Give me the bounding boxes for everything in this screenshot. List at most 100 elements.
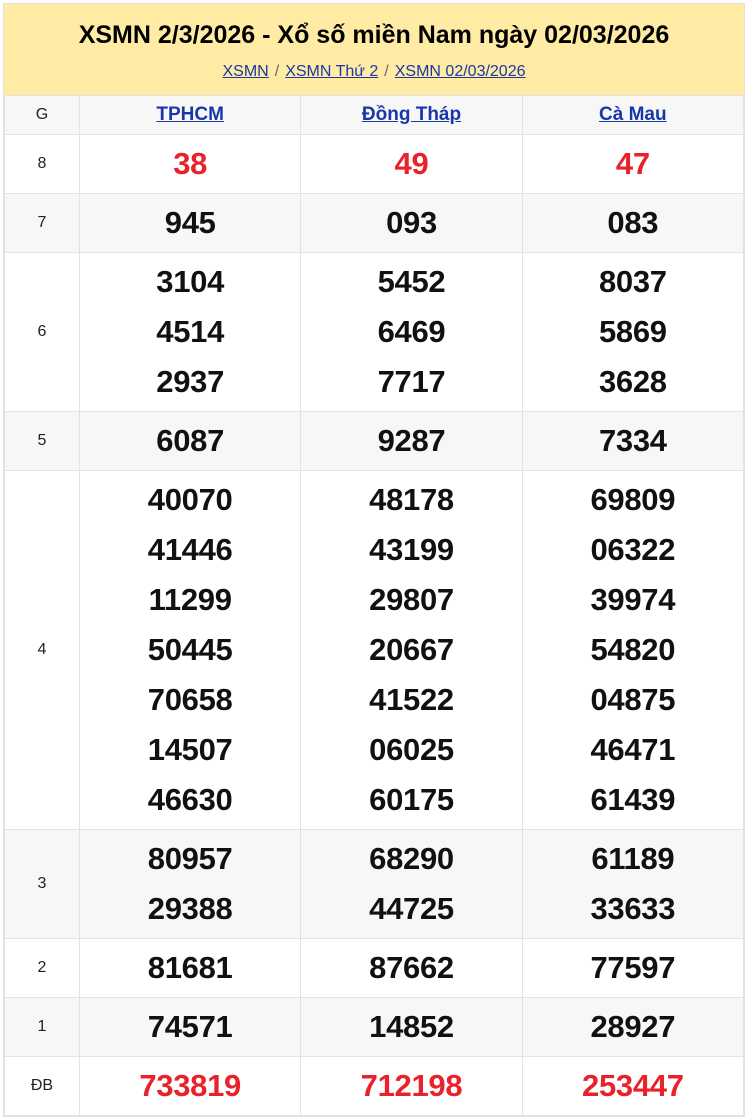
result-number: 20667 [369,632,454,667]
result-number: 2937 [156,364,225,399]
result-cell: 945 [78,193,302,253]
result-cell: 74571 [78,997,302,1057]
result-number: 33633 [590,891,676,926]
result-number: 77597 [590,950,676,985]
result-number: 14507 [147,732,233,767]
breadcrumb-xsmn[interactable]: XSMN [222,63,269,80]
result-cell: 733819 [78,1056,302,1116]
table-row: 8 38 49 47 [4,134,745,194]
result-cell: 9287 [300,411,523,471]
result-cell: 8037 5869 3628 [521,252,745,412]
result-number: 11299 [148,582,232,617]
result-number: 3628 [598,364,667,399]
result-number: 68290 [369,841,454,876]
result-cell: 093 [300,193,523,253]
breadcrumb: XSMN / XSMN Thứ 2 / XSMN 02/03/2026 [4,63,744,81]
result-cell: 87662 [300,938,523,998]
result-cell: 5452 6469 7717 [300,252,523,412]
result-number: 083 [607,205,659,240]
results-table: G TPHCM Đồng Tháp Cà Mau 8 38 49 47 7 945 093 0… [4,95,745,1116]
result-number: 43199 [369,532,454,567]
result-cell: 69809 06322 39974 54820 04875 46471 61439 [521,470,745,830]
result-number: 29807 [369,582,454,617]
result-number: 9287 [377,423,446,458]
result-cell: 49 [300,134,523,194]
result-number: 733819 [139,1068,241,1103]
result-cell: 38 [78,134,302,194]
result-number: 81681 [147,950,233,985]
result-number: 40070 [147,482,233,517]
result-number: 7717 [377,364,446,399]
result-number: 80957 [147,841,233,876]
province-header: TPHCM [78,95,302,135]
province-header: Cà Mau [521,95,745,135]
breadcrumb-separator: / [384,63,389,80]
results-panel: XSMN 2/3/2026 - Xổ số miền Nam ngày 02/0… [3,3,745,1117]
table-row: 6 3104 4514 2937 5452 6469 7717 8037 5869 3628 [4,252,745,412]
result-cell: 083 [521,193,745,253]
result-cell: 61189 33633 [521,829,745,939]
result-number: 945 [164,205,216,240]
breadcrumb-xsmn-thu-2[interactable]: XSMN Thứ 2 [285,63,379,80]
result-number: 6087 [156,423,225,458]
prize-column-header: G [4,95,80,135]
table-row: 1 74571 14852 28927 [4,997,745,1057]
result-cell: 47 [521,134,745,194]
result-number: 38 [173,146,208,181]
table-row: 7 945 093 083 [4,193,745,253]
result-number: 60175 [369,782,454,817]
result-number: 61189 [591,841,675,876]
breadcrumb-separator: / [274,63,280,80]
result-number: 39974 [590,582,676,617]
result-number: 46630 [147,782,233,817]
page-title: XSMN 2/3/2026 - Xổ số miền Nam ngày 02/0… [78,21,670,49]
prize-label: 4 [4,470,80,830]
prize-label: 6 [4,252,80,412]
result-number: 69809 [590,482,676,517]
result-number: 41522 [369,682,454,717]
result-number: 48178 [369,482,454,517]
result-number: 8037 [598,264,667,299]
result-cell: 28927 [521,997,745,1057]
table-row: 3 80957 29388 68290 44725 61189 33633 [4,829,745,939]
breadcrumb-xsmn-date[interactable]: XSMN 02/03/2026 [394,63,526,80]
table-row: 5 6087 9287 7334 [4,411,745,471]
prize-label: 8 [4,134,80,194]
prize-label: 5 [4,411,80,471]
result-cell: 77597 [521,938,745,998]
prize-label: 2 [4,938,80,998]
prize-label: 3 [4,829,80,939]
result-number: 74571 [147,1009,233,1044]
result-number: 28927 [590,1009,676,1044]
result-number: 3104 [156,264,225,299]
result-cell: 68290 44725 [300,829,523,939]
result-number: 06322 [590,532,676,567]
result-number: 50445 [147,632,233,667]
result-number: 5869 [598,314,667,349]
result-number: 253447 [582,1068,684,1103]
result-number: 49 [394,146,429,181]
result-number: 06025 [369,732,454,767]
province-link-dong-thap[interactable]: Đồng Tháp [361,104,462,125]
result-cell: 7334 [521,411,745,471]
result-number: 7334 [598,423,667,458]
result-number: 44725 [369,891,454,926]
province-link-ca-mau[interactable]: Cà Mau [599,104,667,125]
result-number: 6469 [377,314,446,349]
table-header-row: G TPHCM Đồng Tháp Cà Mau [4,95,745,135]
results-header: XSMN 2/3/2026 - Xổ số miền Nam ngày 02/0… [4,4,744,95]
result-number: 5452 [377,264,446,299]
result-number: 4514 [156,314,225,349]
result-number: 093 [386,205,437,240]
result-cell: 712198 [300,1056,523,1116]
result-number: 04875 [590,682,676,717]
result-number: 14852 [369,1009,454,1044]
result-cell: 40070 41446 11299 50445 70658 14507 46630 [78,470,302,830]
result-cell: 48178 43199 29807 20667 41522 06025 60175 [300,470,523,830]
result-cell: 6087 [78,411,302,471]
province-link-tphcm[interactable]: TPHCM [156,104,224,125]
result-cell: 3104 4514 2937 [78,252,302,412]
result-cell: 81681 [78,938,302,998]
table-row: 4 40070 41446 11299 50445 70658 14507 46630 4817… [4,470,745,830]
table-row: 2 81681 87662 77597 [4,938,745,998]
